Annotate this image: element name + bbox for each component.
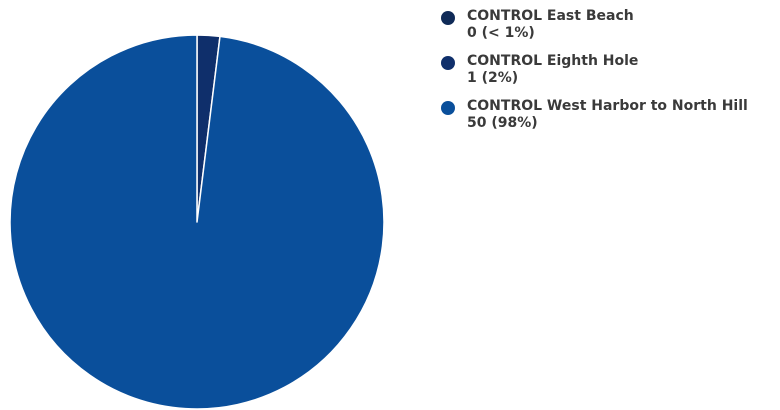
legend: CONTROL East Beach 0 (< 1%) CONTROL Eigh…: [441, 7, 776, 142]
legend-item-east-beach[interactable]: CONTROL East Beach 0 (< 1%): [441, 7, 776, 52]
legend-item-west-harbor[interactable]: CONTROL West Harbor to North Hill 50 (98…: [441, 97, 776, 142]
legend-value-eighth-hole: 1 (2%): [467, 69, 518, 87]
legend-item-eighth-hole[interactable]: CONTROL Eighth Hole 1 (2%): [441, 52, 776, 97]
legend-value-east-beach: 0 (< 1%): [467, 24, 535, 42]
legend-label-west-harbor: CONTROL West Harbor to North Hill: [467, 97, 748, 115]
legend-label-east-beach: CONTROL East Beach: [467, 7, 634, 25]
pie-slice-west-harbor[interactable]: [10, 35, 384, 409]
legend-swatch-east-beach: [441, 11, 455, 25]
legend-value-west-harbor: 50 (98%): [467, 114, 538, 132]
legend-swatch-west-harbor: [441, 101, 455, 115]
legend-swatch-eighth-hole: [441, 56, 455, 70]
legend-label-eighth-hole: CONTROL Eighth Hole: [467, 52, 638, 70]
